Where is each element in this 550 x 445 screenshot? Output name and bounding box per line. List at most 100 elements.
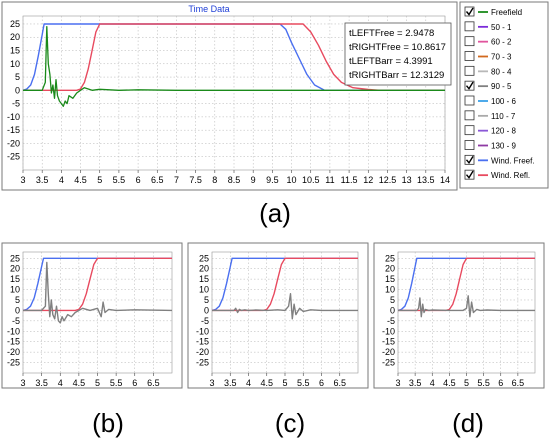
legend-label: 130 - 9 [491, 142, 516, 151]
y-tick-label: 25 [10, 253, 20, 263]
legend-checkbox [464, 125, 475, 136]
x-tick-label: 4.5 [73, 378, 86, 388]
x-tick-label: 4.5 [443, 378, 456, 388]
y-tick-label: -15 [196, 337, 209, 347]
legend-checkbox [464, 51, 475, 61]
x-tick-label: 13.5 [417, 175, 435, 185]
y-tick-label: -20 [382, 347, 395, 357]
x-tick-label: 5.5 [110, 378, 123, 388]
annotation-text: tRIGHTBarr = 12.3129 [349, 70, 444, 81]
y-tick-label: 5 [15, 295, 20, 305]
legend-checkbox [464, 140, 475, 150]
y-tick-label: -25 [7, 358, 20, 368]
series-line-90-5 [23, 261, 173, 324]
y-tick-label: 10 [385, 285, 395, 295]
x-tick-label: 6.5 [333, 378, 346, 388]
series-line-wind-freef [211, 257, 358, 312]
y-tick-label: 10 [10, 285, 20, 295]
y-tick-label: -25 [7, 152, 20, 162]
y-tick-label: -20 [196, 347, 209, 357]
y-tick-label: -20 [7, 138, 20, 148]
series-line-wind-refl [23, 257, 172, 312]
y-tick-label: 25 [385, 253, 395, 263]
x-tick-label: 5.5 [477, 378, 490, 388]
annotation-text: tRIGHTFree = 10.8617 [349, 42, 446, 53]
y-tick-label: 25 [199, 253, 209, 263]
legend-checkbox [464, 36, 475, 47]
x-tick-label: 4.5 [74, 175, 87, 185]
x-tick-label: 6.5 [512, 378, 525, 388]
y-tick-label: -10 [7, 326, 20, 336]
y-tick-label: -15 [7, 337, 20, 347]
x-tick-label: 4 [246, 378, 251, 388]
x-tick-label: 10.5 [302, 175, 320, 185]
legend-frame [459, 1, 549, 189]
y-tick-label: 10 [199, 285, 209, 295]
legend-label: 50 - 1 [491, 23, 512, 32]
legend-item-130-9: 130 - 9 [464, 140, 516, 151]
series-line-wind-refl [23, 23, 445, 92]
y-tick-label: 20 [385, 264, 395, 274]
y-tick-label: -25 [382, 358, 395, 368]
annotation-box: tLEFTFree = 2.9478 tRIGHTFree = 10.8617 tL… [344, 22, 452, 86]
legend-label: 80 - 4 [491, 67, 512, 76]
legend-item-70-3: 70 - 3 [464, 51, 512, 62]
x-tick-label: 6.5 [147, 378, 160, 388]
x-tick-label: 3.5 [36, 175, 49, 185]
legend-checkbox [464, 169, 475, 180]
x-tick-label: 12.5 [379, 175, 397, 185]
x-tick-label: 3 [395, 378, 400, 388]
x-tick-label: 9.5 [266, 175, 279, 185]
y-tick-label: 0 [390, 305, 395, 315]
y-tick-label: 5 [390, 295, 395, 305]
x-tick-label: 7.5 [189, 175, 202, 185]
y-tick-label: 15 [385, 274, 395, 284]
series-line-90-5 [212, 293, 358, 320]
x-tick-label: 5 [282, 378, 287, 388]
checkmark-icon [465, 7, 474, 16]
y-tick-label: -15 [382, 337, 395, 347]
x-tick-label: 4 [430, 378, 435, 388]
series-line-wind-freef [22, 257, 172, 312]
x-tick-label: 8 [212, 175, 217, 185]
y-tick-label: 15 [10, 46, 20, 56]
annotation-text: tLEFTFree = 2.9478 [349, 28, 434, 39]
legend-item-120-8: 120 - 8 [464, 125, 516, 136]
x-tick-label: 9 [251, 175, 256, 185]
x-tick-label: 3.5 [35, 378, 48, 388]
y-tick-label: -5 [387, 316, 395, 326]
x-tick-label: 7 [174, 175, 179, 185]
legend-item-freefield: Freefield [464, 6, 522, 17]
legend-label: 70 - 3 [491, 53, 512, 62]
x-tick-label: 12 [363, 175, 373, 185]
y-tick-label: 20 [10, 32, 20, 42]
legend-checkbox [464, 21, 475, 32]
y-tick-label: -15 [7, 125, 20, 135]
y-tick-label: -20 [7, 347, 20, 357]
y-tick-label: 20 [10, 264, 20, 274]
x-tick-label: 13 [402, 175, 412, 185]
legend-item-110-7: 110 - 7 [464, 110, 516, 121]
x-tick-label: 5 [97, 175, 102, 185]
legend-item-80-4: 80 - 4 [464, 65, 512, 76]
panel-caption-d: (d) [452, 408, 484, 438]
x-tick-label: 11 [325, 175, 334, 185]
x-tick-label: 8.5 [228, 175, 241, 185]
x-tick-label: 6 [319, 378, 324, 388]
x-tick-label: 4 [59, 175, 64, 185]
panel-caption-a: (a) [259, 198, 291, 228]
x-tick-label: 3 [20, 378, 25, 388]
series-line-freefield [23, 25, 445, 107]
legend-item-60-2: 60 - 2 [464, 36, 512, 47]
x-tick-label: 3 [209, 378, 214, 388]
annotation-text: tLEFTBarr = 4.3991 [349, 56, 433, 67]
legend-checkbox [464, 80, 475, 91]
x-tick-label: 6 [136, 175, 141, 185]
legend-checkbox [464, 6, 475, 17]
x-tick-label: 14 [440, 175, 450, 185]
x-tick-label: 11.5 [341, 175, 358, 185]
x-tick-label: 4 [58, 378, 63, 388]
